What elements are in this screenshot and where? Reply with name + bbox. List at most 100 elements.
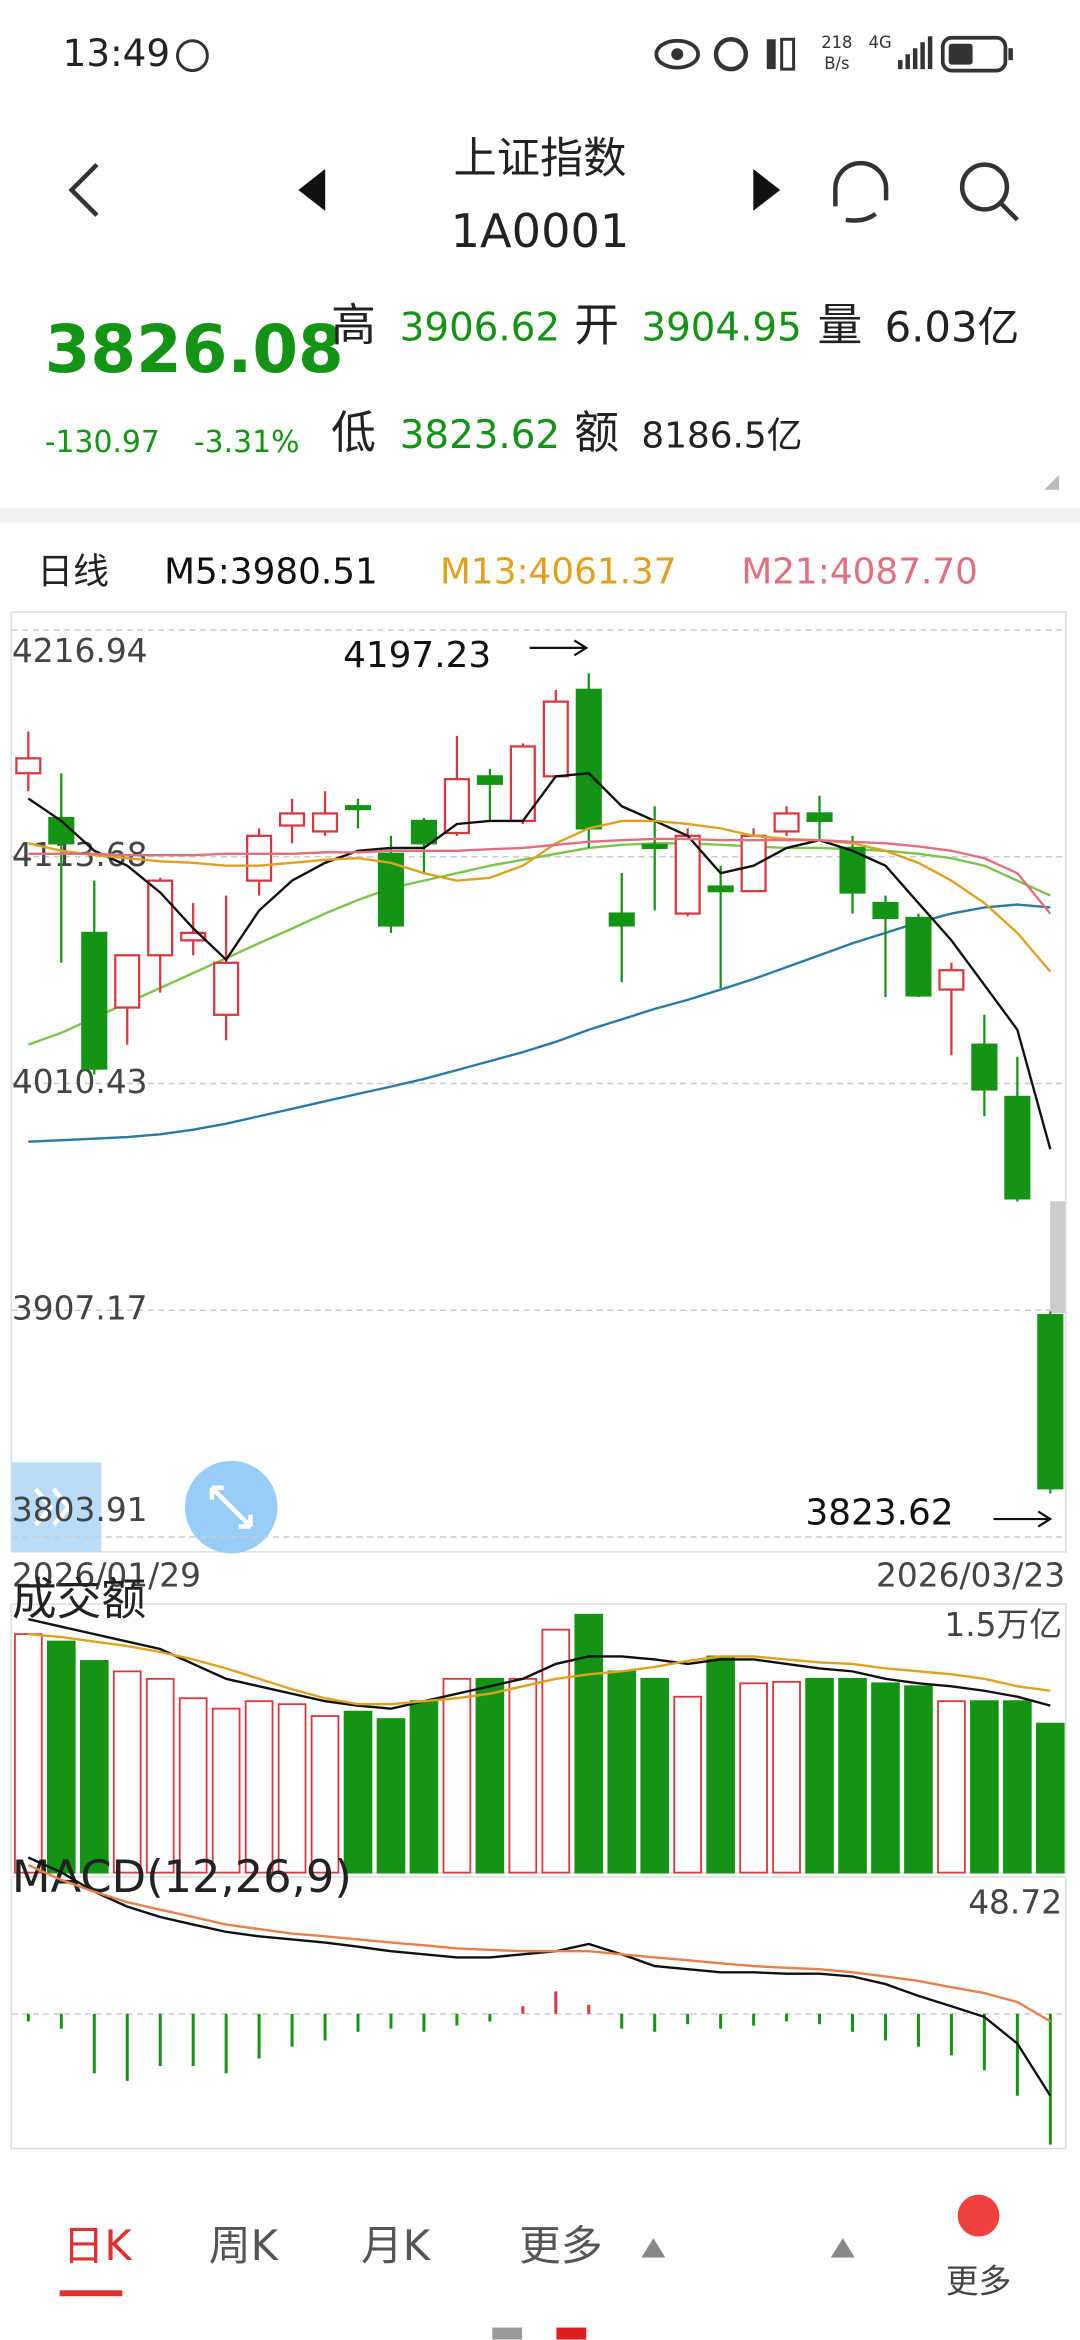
indicator-line [28,1632,1051,1706]
volume-bar [508,1677,538,1874]
panel-title: 成交额 [12,1573,146,1626]
volume-bar [310,1715,340,1874]
volume-bar [343,1710,373,1874]
tab[interactable]: 月K [361,2221,432,2270]
volume-bar [14,1633,43,1874]
tab[interactable]: 日K [63,2221,134,2270]
low-value: 3823.62 [400,413,560,458]
more-button[interactable]: 更多 [946,2262,1012,2300]
candle-body [641,843,668,850]
volume-bar [1035,1722,1065,1874]
vibrate-icon [766,39,776,70]
candle-body [81,931,108,1070]
volume-bar [640,1677,670,1874]
volume-bar [376,1718,406,1874]
candle-body [15,757,42,775]
more-arrow[interactable] [641,2238,666,2258]
open-label: 开 [574,299,619,352]
tab-underline [59,2290,123,2297]
volume-bar [475,1677,505,1874]
scrollbar[interactable] [1050,1201,1066,1314]
volume-bar [409,1700,439,1874]
volume-bar [145,1677,175,1874]
y-tick-label: 4216.94 [12,632,148,670]
volume-bar [805,1677,834,1874]
volume-bar [244,1700,274,1874]
expand-left-icon [34,1487,72,1527]
macd-panel [10,1876,1067,2150]
service-button[interactable] [833,160,889,223]
volume-bar [442,1677,472,1874]
indicator-line [27,1863,1051,2023]
status-time: 13:49 [63,31,170,75]
volume-value: 6.03亿 [885,303,1020,352]
high-label: 高 [331,299,376,352]
search-button[interactable] [999,201,1019,222]
candle-body [114,954,141,1009]
candle-body [971,1043,998,1091]
battery-level [948,43,973,65]
more-dot[interactable] [957,2194,1000,2237]
candle-body [279,812,306,827]
net-speed-unit: B/s [824,54,849,73]
nav-indicator [492,2327,523,2340]
y-tick-label: 4010.43 [12,1063,148,1101]
candle-body [740,834,767,893]
change: -130.97 [45,425,160,460]
y-tick-label: 3907.17 [12,1290,148,1328]
candle-body [575,688,602,830]
x-label: 2026/03/23 [876,1557,1065,1595]
volume-bar [970,1700,999,1874]
vibrate-icon [780,37,796,71]
max-annotation: 4197.23 [343,635,491,676]
candle-body [938,969,965,991]
volume-bar [112,1670,142,1874]
candle-body [542,700,569,778]
candle-body [377,852,405,927]
price-panel [10,611,1067,1553]
candle-body [872,901,899,920]
legend-entry: M21:4087.70 [741,551,978,592]
y-tick-label: 1.5万亿 [944,1606,1062,1644]
candle-body [1004,1095,1031,1200]
tab[interactable]: 更多 [519,2221,603,2270]
panel-title: MACD(12,26,9) [12,1850,352,1903]
candle-body [311,812,339,833]
corner-mark [1044,474,1060,490]
battery-icon [940,35,1008,73]
battery-tip [1008,48,1013,61]
annotation-arrow [529,639,589,657]
candle-body [608,912,635,927]
indicator-line [28,1618,1051,1710]
volume-bar [937,1700,966,1874]
search-button[interactable] [959,162,1010,212]
alarm-icon [713,37,749,72]
annotation-arrow [993,1510,1053,1528]
volume-label: 量 [817,299,862,352]
prev-button[interactable] [298,169,326,211]
up-arrow[interactable] [830,2238,855,2258]
volume-bar [178,1697,208,1874]
ma-line [28,819,1052,973]
next-button[interactable] [753,169,781,211]
eye-icon [671,48,684,61]
eye-icon [654,38,700,70]
volume-panel [10,1603,1067,1874]
candle-body [674,834,701,915]
tab[interactable]: 周K [209,2221,280,2270]
volume-bar [739,1682,768,1874]
change-pct: -3.31% [194,425,300,460]
legend-entry: M13:4061.37 [440,551,677,592]
candle-body [905,916,932,997]
candle-body [476,775,503,785]
net-speed: 218 [821,33,852,52]
volume-bar [277,1703,307,1874]
volume-bar [79,1660,109,1874]
back-button[interactable] [68,163,99,217]
volume-bar [838,1677,867,1874]
volume-bar [673,1695,702,1874]
y-tick-label: 3803.91 [12,1491,148,1529]
volume-bar [871,1682,900,1874]
